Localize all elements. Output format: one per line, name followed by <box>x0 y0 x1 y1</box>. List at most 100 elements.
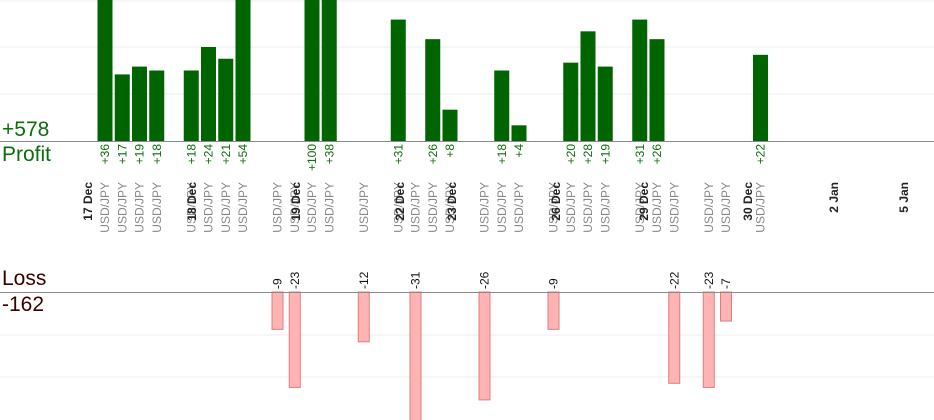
pair-label: USD/JPY <box>667 182 681 233</box>
loss-total: -162 <box>2 293 45 316</box>
profit-bar <box>425 39 441 141</box>
profit-value-label: +18 <box>184 144 198 165</box>
pair-label: USD/JPY <box>598 182 612 233</box>
chart-axes <box>0 141 934 293</box>
loss-bar <box>547 291 560 330</box>
loss-bar <box>271 291 284 330</box>
loss-value-label: -31 <box>409 271 423 289</box>
profit-bar <box>97 0 113 141</box>
loss-bar <box>409 291 422 420</box>
pair-label: USD/JPY <box>236 182 250 233</box>
pair-label: USD/JPY <box>357 182 371 233</box>
profit-value-label: +31 <box>633 144 647 165</box>
loss-value-label: -22 <box>667 271 681 289</box>
date-label: 22 Dec <box>393 182 407 221</box>
profit-value-label: +18 <box>150 144 164 165</box>
date-label: 5 Jan <box>897 182 911 213</box>
profit-value-label: +18 <box>495 144 509 165</box>
pair-label: USD/JPY <box>633 182 647 233</box>
profit-bar <box>201 47 216 141</box>
pair-label: USD/JPY <box>512 182 526 233</box>
loss-value-label: -23 <box>702 271 716 289</box>
pair-label: USD/JPY <box>305 182 319 233</box>
date-label: 30 Dec <box>741 182 755 221</box>
profit-value-label: +26 <box>426 144 440 165</box>
loss-bars <box>271 291 732 420</box>
loss-label: Loss <box>2 267 47 290</box>
profit-value-label: +19 <box>598 144 612 165</box>
loss-value-label: -7 <box>719 278 733 289</box>
pair-label: USD/JPY <box>115 182 129 233</box>
profit-value-label: +21 <box>219 144 233 165</box>
pair-label: USD/JPY <box>409 182 423 233</box>
loss-value-label: -23 <box>288 271 302 289</box>
profit-value-label: +24 <box>202 144 216 165</box>
profit-value-label: +19 <box>133 144 147 165</box>
profit-bar <box>563 62 579 141</box>
date-label: 18 Dec <box>185 182 199 221</box>
pair-label: USD/JPY <box>564 182 578 233</box>
profit-bar <box>304 0 320 141</box>
loss-value-label: -9 <box>547 278 561 289</box>
profit-value-label: +20 <box>564 144 578 165</box>
pair-label: USD/JPY <box>547 182 561 233</box>
profit-value-label: +22 <box>754 144 768 165</box>
profit-value-label: +38 <box>322 144 336 165</box>
loss-value-label: -26 <box>478 271 492 289</box>
pair-label: USD/JPY <box>202 182 216 233</box>
pair-label: USD/JPY <box>581 182 595 233</box>
loss-value-label: -12 <box>357 271 371 289</box>
profit-bar <box>132 66 147 141</box>
profit-bar <box>442 109 458 141</box>
profit-value-label: +26 <box>650 144 664 165</box>
profit-total: +578 <box>2 118 50 141</box>
pair-label: USD/JPY <box>478 182 492 233</box>
value-labels: +36 +17 +19 +18 +18 +24 +21 +54-9 -23+100 +38-12+… <box>98 144 768 289</box>
loss-bar <box>288 291 301 388</box>
profit-value-label: +31 <box>391 144 405 165</box>
pair-label: USD/JPY <box>391 182 405 233</box>
profit-bar <box>183 70 199 141</box>
pair-label: USD/JPY <box>754 182 768 233</box>
loss-bar <box>478 291 491 401</box>
profit-bar <box>390 19 406 141</box>
profit-bar <box>149 70 165 141</box>
category-labels: USD/JPY USD/JPY USD/JPY USD/JPY USD/JPY USD/J… <box>81 182 911 233</box>
profit-bar <box>511 125 527 141</box>
pair-label: USD/JPY <box>184 182 198 233</box>
profit-value-label: +36 <box>98 144 112 165</box>
pair-label: USD/JPY <box>322 182 336 233</box>
date-label: 23 Dec <box>445 182 459 221</box>
profit-bar <box>580 31 596 141</box>
pair-label: USD/JPY <box>271 182 285 233</box>
pair-label: USD/JPY <box>98 182 112 233</box>
profit-bar <box>753 54 768 142</box>
profit-bar <box>494 70 510 141</box>
pair-label: USD/JPY <box>443 182 457 233</box>
pair-label: USD/JPY <box>219 182 233 233</box>
profit-label: Profit <box>2 143 52 166</box>
profit-value-label: +17 <box>115 144 129 165</box>
pair-label: USD/JPY <box>719 182 733 233</box>
pair-label: USD/JPY <box>426 182 440 233</box>
pair-label: USD/JPY <box>702 182 716 233</box>
profit-bar <box>597 66 613 141</box>
pair-label: USD/JPY <box>133 182 147 233</box>
loss-bar <box>357 291 370 343</box>
profit-bar <box>114 74 130 141</box>
pair-label: USD/JPY <box>495 182 509 233</box>
profit-bar <box>632 19 648 141</box>
loss-bar <box>668 291 681 384</box>
pair-label: USD/JPY <box>150 182 164 233</box>
date-label: 26 Dec <box>549 182 563 221</box>
date-label: 17 Dec <box>81 182 95 221</box>
profit-value-label: +4 <box>512 144 526 158</box>
profit-value-label: +54 <box>236 144 250 165</box>
date-label: 2 Jan <box>827 182 841 213</box>
date-label: 19 Dec <box>289 182 303 221</box>
profit-value-label: +28 <box>581 144 595 165</box>
pair-label: USD/JPY <box>288 182 302 233</box>
profit-bars <box>97 0 768 142</box>
pair-label: USD/JPY <box>650 182 664 233</box>
